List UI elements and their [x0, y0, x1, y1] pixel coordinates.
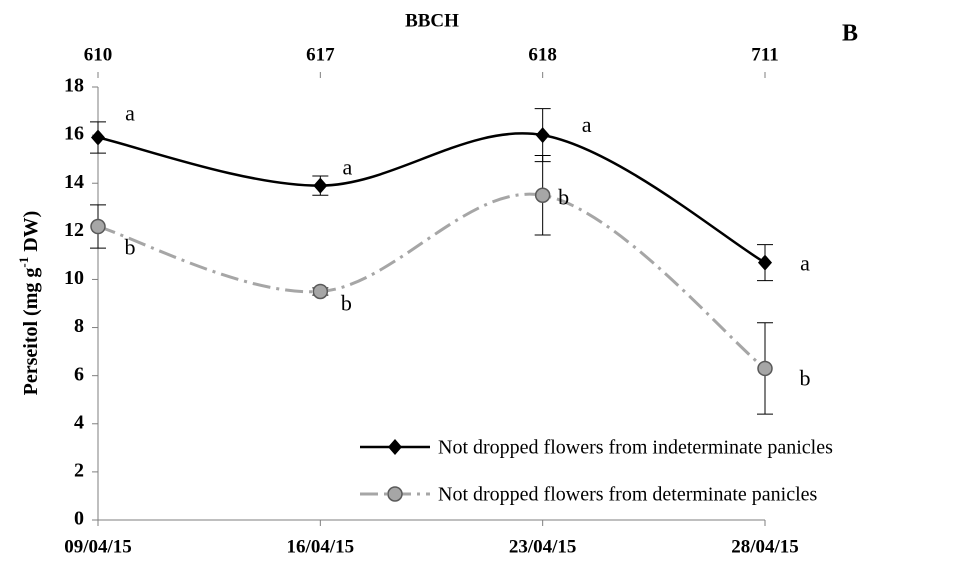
legend-label: Not dropped flowers from determinate pan…	[438, 484, 818, 506]
point-label: a	[125, 101, 135, 126]
series-line	[97, 132, 766, 264]
y-tick-label: 8	[74, 315, 84, 337]
marker	[312, 283, 329, 300]
y-tick-label: 6	[74, 363, 84, 385]
top-axis-title: BBCH	[405, 10, 459, 31]
top-tick-label: 711	[751, 44, 778, 65]
point-label: b	[558, 184, 569, 209]
y-axis-title-sup: -1	[16, 257, 31, 268]
y-tick-label: 18	[64, 75, 84, 97]
marker	[758, 254, 772, 271]
x-tick-label: 16/04/15	[287, 536, 355, 557]
y-axis-title: Perseitol (mg g-1 DW)	[16, 211, 42, 396]
point-label: a	[342, 155, 352, 180]
y-axis-title-main: Perseitol (mg g	[20, 268, 42, 396]
legend-label: Not dropped flowers from indeterminate p…	[438, 437, 833, 459]
y-tick-label: 4	[74, 411, 84, 433]
x-tick-label: 09/04/15	[64, 536, 132, 557]
panel-label: B	[842, 21, 858, 47]
point-label: b	[341, 291, 352, 316]
top-tick-label: 610	[84, 44, 113, 65]
point-label: b	[125, 235, 136, 260]
y-axis-title-end: DW)	[20, 211, 42, 257]
marker	[757, 360, 773, 377]
y-tick-label: 16	[64, 123, 84, 145]
marker	[90, 218, 106, 235]
y-tick-label: 12	[64, 219, 84, 241]
y-tick-label: 2	[74, 459, 84, 481]
marker	[534, 187, 551, 203]
legend-marker	[388, 439, 402, 455]
x-tick-label: 23/04/15	[509, 536, 577, 557]
x-tick-label: 28/04/15	[731, 536, 799, 557]
y-tick-label: 10	[64, 267, 84, 289]
marker	[535, 127, 550, 144]
point-label: b	[800, 365, 811, 390]
point-label: a	[800, 251, 810, 276]
y-tick-label: 14	[64, 171, 84, 193]
y-tick-label: 0	[74, 508, 84, 530]
point-label: a	[582, 112, 592, 137]
top-tick-label: 618	[528, 44, 557, 65]
legend-marker	[387, 486, 403, 502]
marker	[313, 177, 328, 194]
marker	[91, 129, 105, 146]
top-tick-label: 617	[306, 44, 335, 65]
series-line	[97, 192, 766, 370]
